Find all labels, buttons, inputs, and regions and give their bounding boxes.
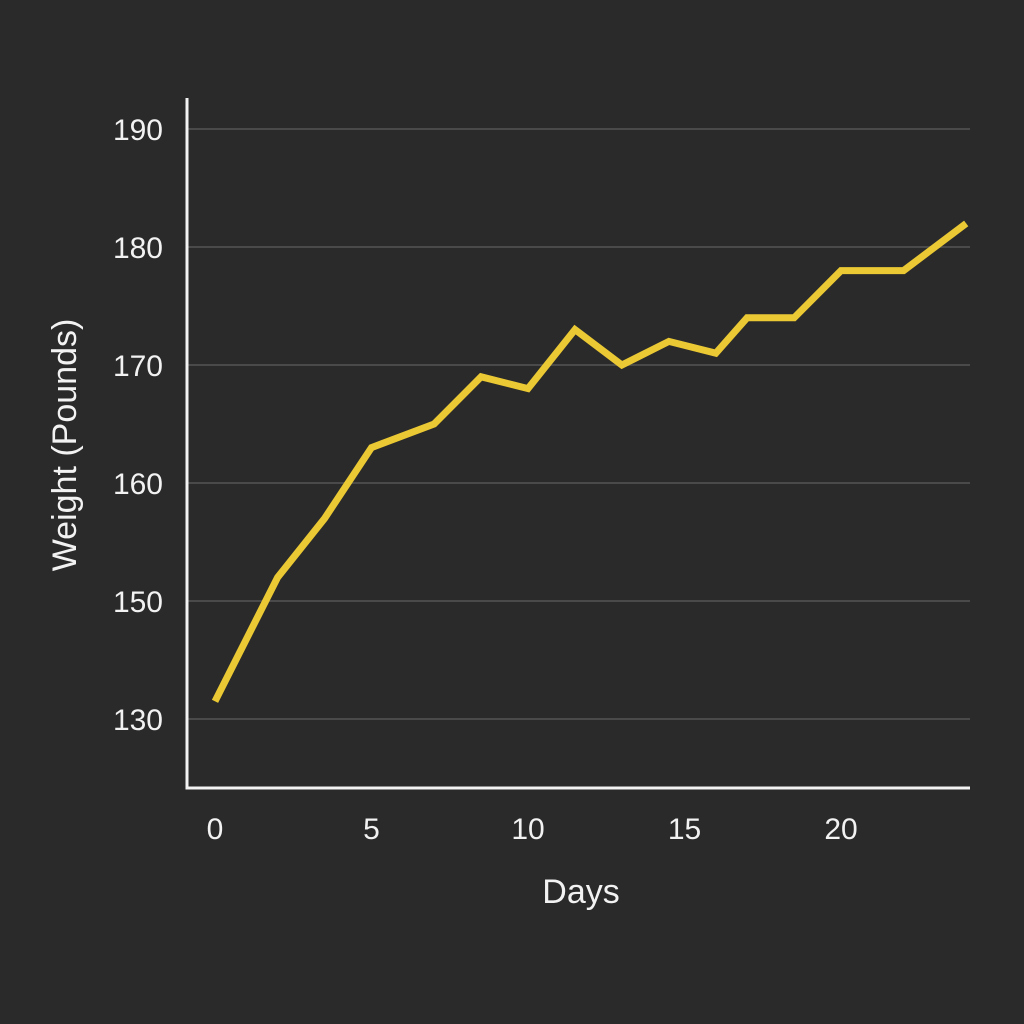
y-axis-title: Weight (Pounds) [46, 319, 84, 572]
gridlines [187, 128, 970, 720]
x-tick-label-5: 5 [363, 813, 380, 846]
x-tick-labels: 0 5 10 15 20 [207, 813, 858, 846]
y-tick-label-180: 180 [113, 232, 163, 265]
y-tick-label-170: 170 [113, 350, 163, 383]
x-tick-label-15: 15 [668, 813, 701, 846]
series-layer [211, 220, 969, 703]
x-axis-title: Days [542, 873, 619, 911]
x-tick-label-10: 10 [511, 813, 544, 846]
y-tick-label-130: 130 [113, 704, 163, 737]
x-tick-label-0: 0 [207, 813, 224, 846]
x-tick-label-20: 20 [824, 813, 857, 846]
series-line-0 [211, 220, 969, 703]
axes [185, 98, 970, 790]
y-tick-label-150: 150 [113, 586, 163, 619]
y-tick-label-190: 190 [113, 114, 163, 147]
y-tick-label-160: 160 [113, 468, 163, 501]
y-tick-labels: 130 150 160 170 180 190 [113, 114, 163, 737]
